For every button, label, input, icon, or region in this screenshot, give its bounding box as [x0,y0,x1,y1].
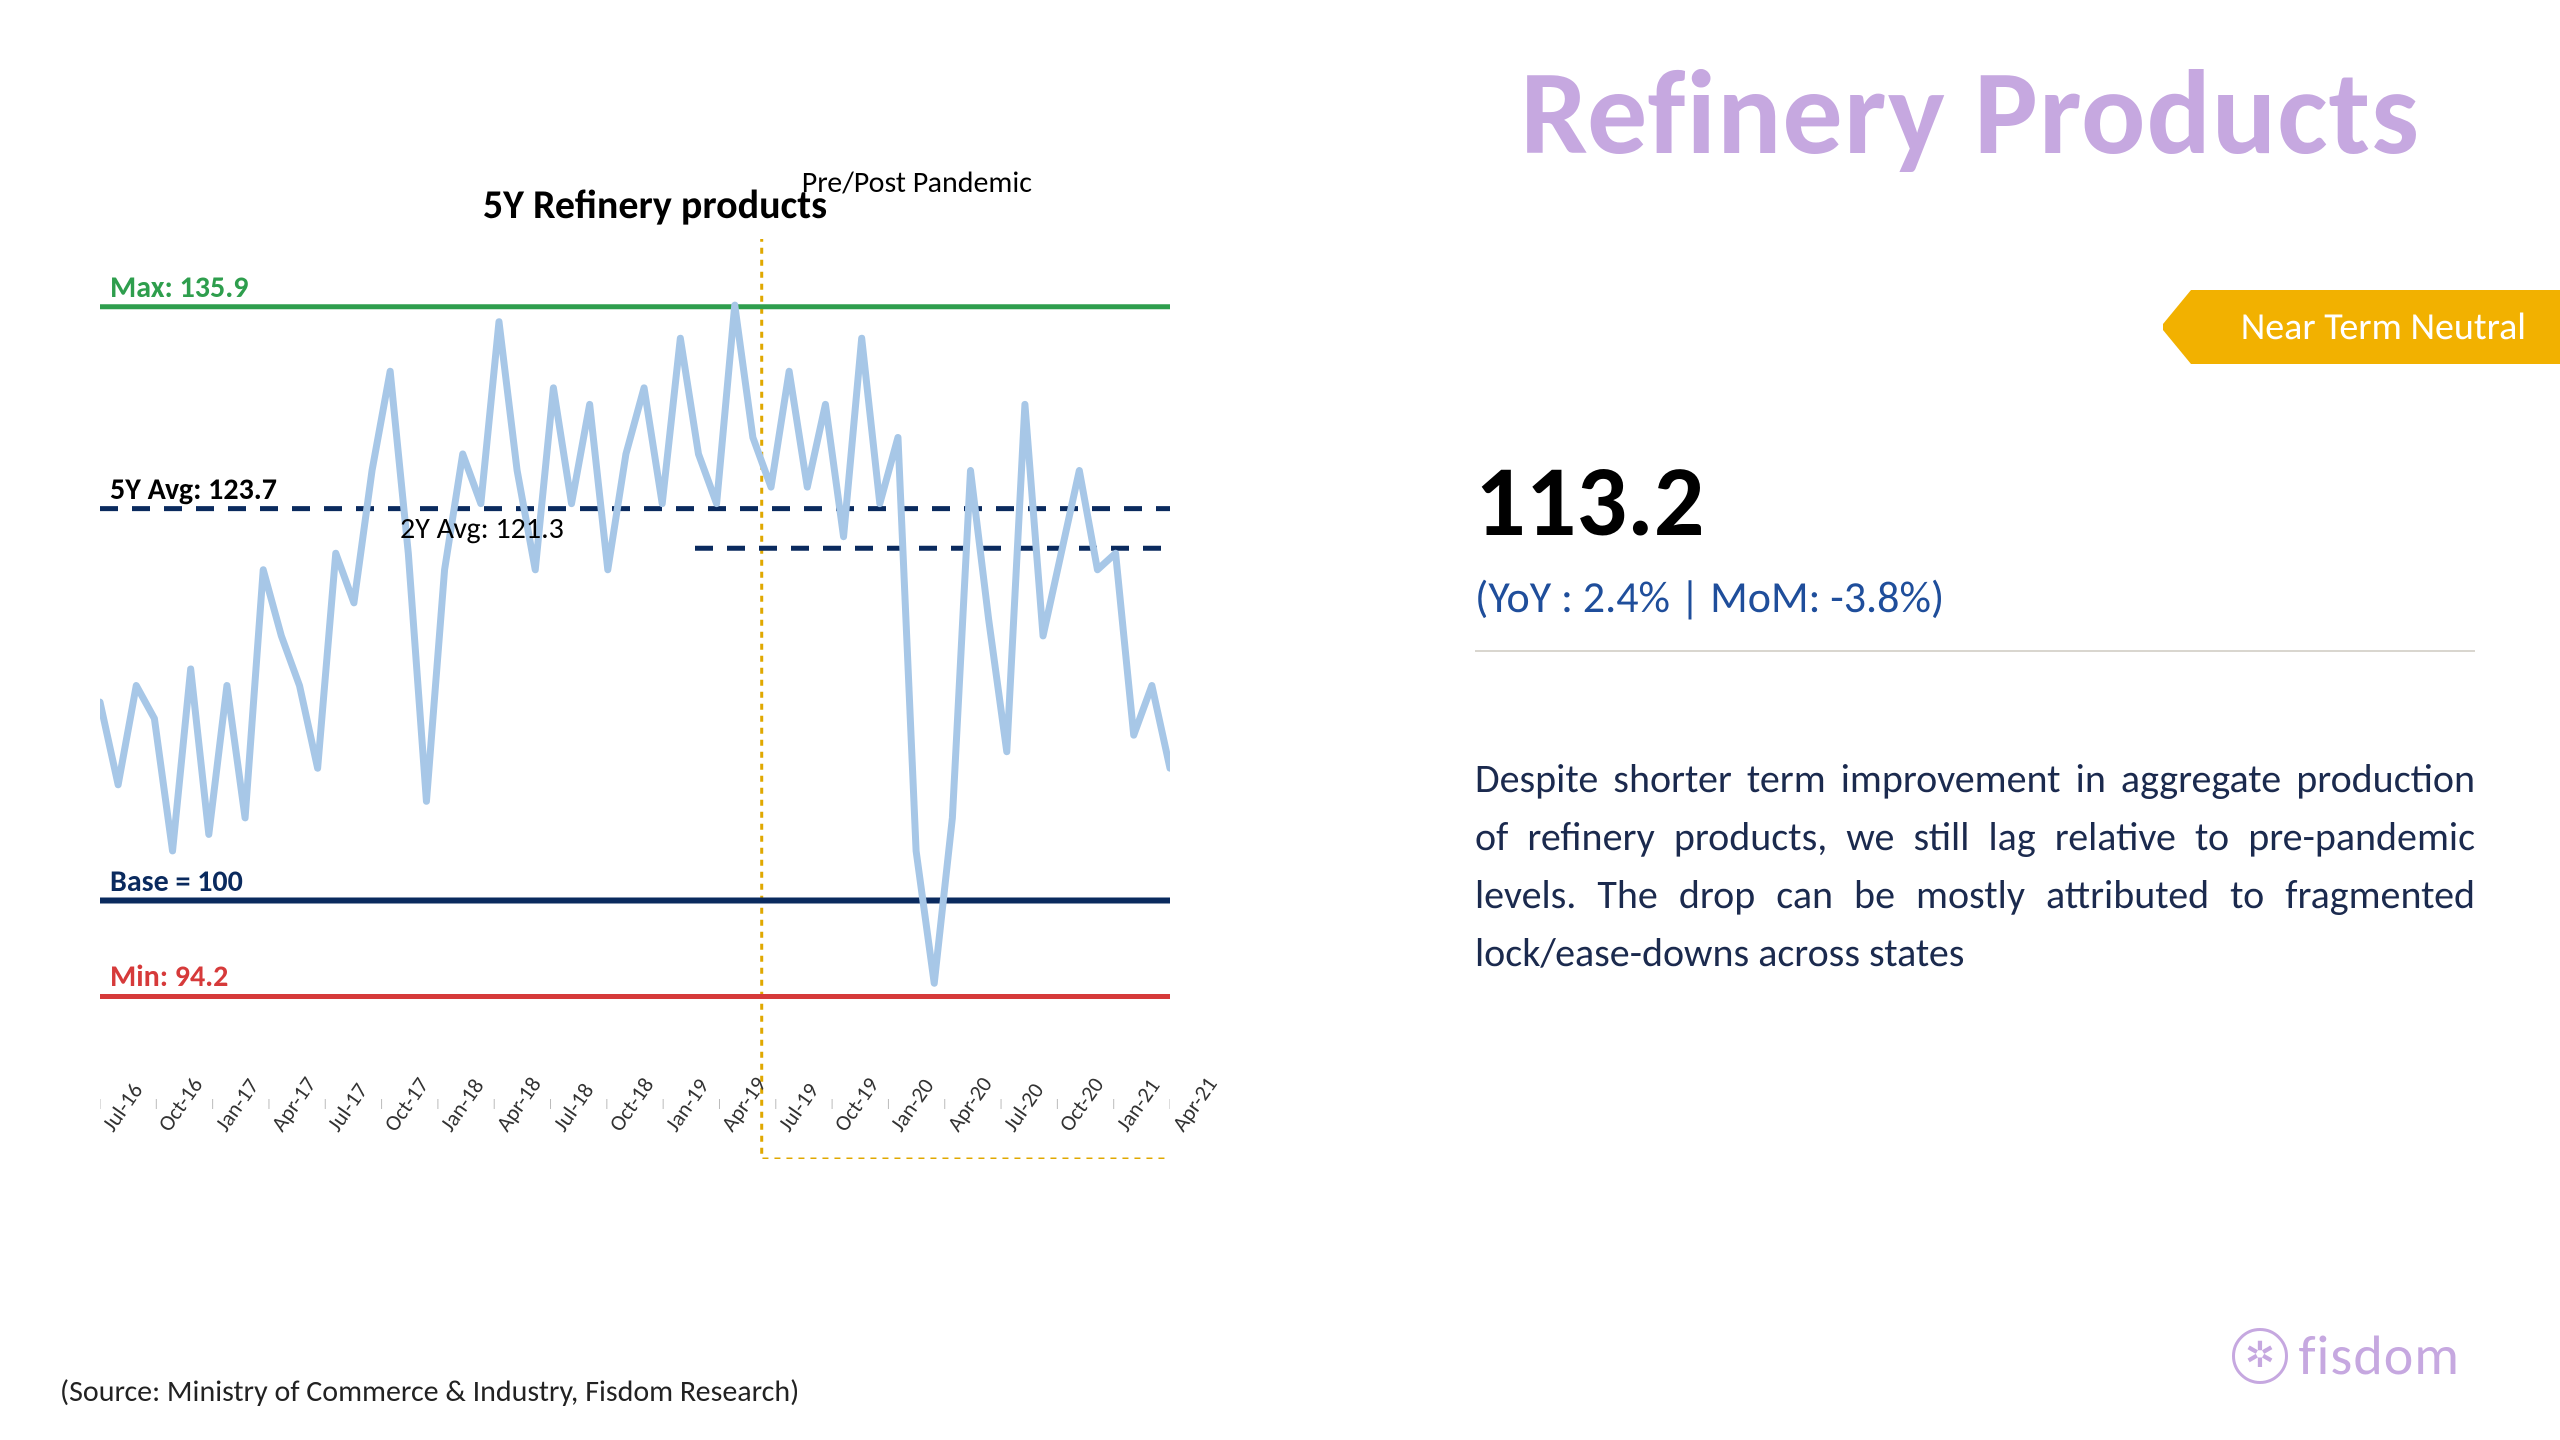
chart-ref-label: Base = 100 [110,863,243,900]
chart-ref-label: Min: 94.2 [110,958,228,995]
metric-divider [1475,650,2475,652]
metric-subtext: (YoY : 2.4% | MoM: -3.8%) [1475,570,1944,624]
brand-icon [2232,1328,2288,1384]
page-title: Refinery Products [1520,40,2420,186]
chart-ref-label: 2Y Avg: 121.3 [400,510,564,547]
brand-logo: fisdom [2232,1322,2460,1390]
source-text: (Source: Ministry of Commerce & Industry… [60,1373,799,1410]
chart-container: 5Y Refinery products Max: 135.9 5Y Avg: 1… [80,180,1230,1240]
brand-label: fisdom [2298,1322,2460,1390]
chart-x-tick: Apr-21 [1166,1072,1223,1137]
chart-plot-area: Max: 135.9 5Y Avg: 123.7 2Y Avg: 121.3 Base… [100,239,1170,1159]
chart-ref-label: 5Y Avg: 123.7 [110,471,277,508]
chart-ref-label: Max: 135.9 [110,269,248,306]
body-paragraph: Despite shorter term improvement in aggr… [1475,750,2475,982]
status-badge: Near Term Neutral [2191,290,2560,364]
pandemic-box-label: Pre/Post Pandemic [802,164,1032,201]
chart-title: 5Y Refinery products [80,180,1230,229]
metric-value: 113.2 [1475,440,1704,562]
